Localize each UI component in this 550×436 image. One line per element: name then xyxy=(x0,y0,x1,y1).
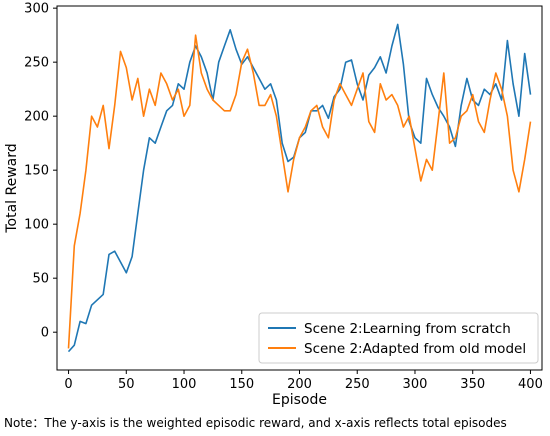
x-tick-label: 50 xyxy=(118,377,135,392)
x-tick-label: 300 xyxy=(403,377,428,392)
x-axis: 0 50 100 150 200 250 300 350 400 xyxy=(64,370,543,392)
x-axis-label: Episode xyxy=(272,392,327,408)
legend-label-2: Scene 2:Adapted from old model xyxy=(304,341,526,357)
x-tick-label: 250 xyxy=(345,377,370,392)
x-tick-label: 350 xyxy=(460,377,485,392)
y-tick-label: 100 xyxy=(24,218,49,233)
line-chart: 0 50 100 150 200 250 300 350 400 0 50 100 150 200 250… xyxy=(4,2,543,408)
series-line-2 xyxy=(67,34,532,349)
x-tick-label: 0 xyxy=(64,377,72,392)
y-tick-label: 300 xyxy=(24,2,49,17)
x-tick-label: 400 xyxy=(518,377,543,392)
x-tick-label: 100 xyxy=(172,377,197,392)
x-tick-label: 200 xyxy=(287,377,312,392)
y-tick-label: 250 xyxy=(24,56,49,71)
legend-box xyxy=(258,312,539,364)
y-tick-label: 0 xyxy=(41,326,49,341)
series-layer xyxy=(67,23,532,353)
y-tick-label: 150 xyxy=(24,164,49,179)
y-tick-label: 200 xyxy=(24,110,49,125)
figure-note: Note：The y-axis is the weighted episodic… xyxy=(4,416,507,430)
y-axis: 0 50 100 150 200 250 300 xyxy=(24,2,57,341)
legend-label-1: Scene 2:Learning from scratch xyxy=(304,321,511,337)
y-axis-label: Total Reward xyxy=(4,143,20,233)
x-tick-label: 150 xyxy=(229,377,254,392)
legend: Scene 2:Learning from scratch Scene 2:Ada… xyxy=(258,312,539,364)
y-tick-label: 50 xyxy=(32,272,49,287)
series-line-1 xyxy=(67,23,532,353)
